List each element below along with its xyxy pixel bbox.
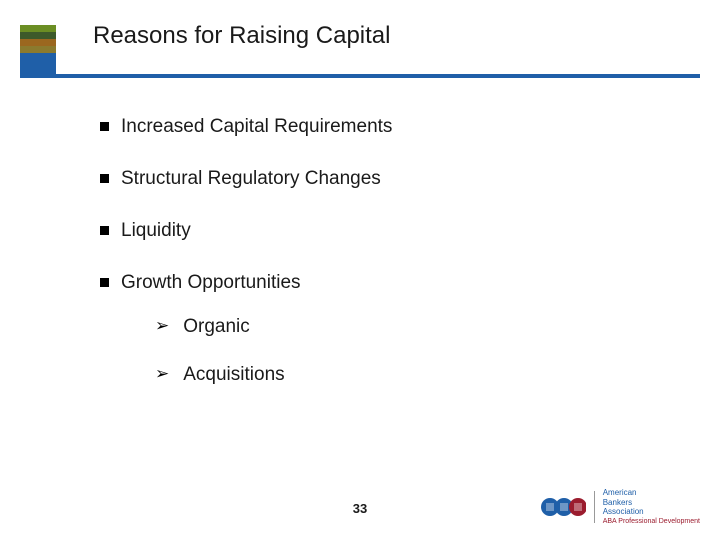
logo-text: American Bankers Association ABA Profess… xyxy=(603,488,700,526)
accent-stripe xyxy=(20,53,56,75)
accent-stripe xyxy=(20,39,56,46)
logo-divider xyxy=(594,491,595,523)
sub-bullet-text: Acquisitions xyxy=(183,364,284,386)
bullet-item: Increased Capital Requirements xyxy=(100,116,660,138)
accent-stripe xyxy=(20,25,56,32)
sub-bullet-text: Organic xyxy=(183,316,250,338)
bullet-text: Structural Regulatory Changes xyxy=(121,168,381,190)
sub-bullet-list: ➢ Organic ➢ Acquisitions xyxy=(155,316,660,386)
accent-stripe xyxy=(20,32,56,39)
aba-logo-icon xyxy=(540,491,586,523)
square-bullet-icon xyxy=(100,174,109,183)
bullet-item: Structural Regulatory Changes xyxy=(100,168,660,190)
logo-line: Bankers xyxy=(603,498,700,507)
square-bullet-icon xyxy=(100,226,109,235)
logo-line: American xyxy=(603,488,700,497)
sub-bullet-item: ➢ Acquisitions xyxy=(155,364,660,386)
content-area: Increased Capital Requirements Structura… xyxy=(100,116,660,412)
logo-line: Association xyxy=(603,507,700,516)
accent-block xyxy=(20,25,56,75)
bullet-text: Growth Opportunities xyxy=(121,272,301,294)
bullet-item: Liquidity xyxy=(100,220,660,242)
arrow-bullet-icon: ➢ xyxy=(155,364,169,384)
bullet-item: Growth Opportunities xyxy=(100,272,660,294)
logo-tagline: ABA Professional Development xyxy=(603,518,700,526)
title-underline xyxy=(20,74,700,78)
bullet-text: Liquidity xyxy=(121,220,191,242)
square-bullet-icon xyxy=(100,278,109,287)
square-bullet-icon xyxy=(100,122,109,131)
header: Reasons for Raising Capital xyxy=(0,0,720,75)
bullet-text: Increased Capital Requirements xyxy=(121,116,392,138)
accent-stripe xyxy=(20,46,56,53)
footer-logo: American Bankers Association ABA Profess… xyxy=(540,488,700,526)
sub-bullet-item: ➢ Organic xyxy=(155,316,660,338)
arrow-bullet-icon: ➢ xyxy=(155,316,169,336)
slide-title: Reasons for Raising Capital xyxy=(93,22,390,50)
